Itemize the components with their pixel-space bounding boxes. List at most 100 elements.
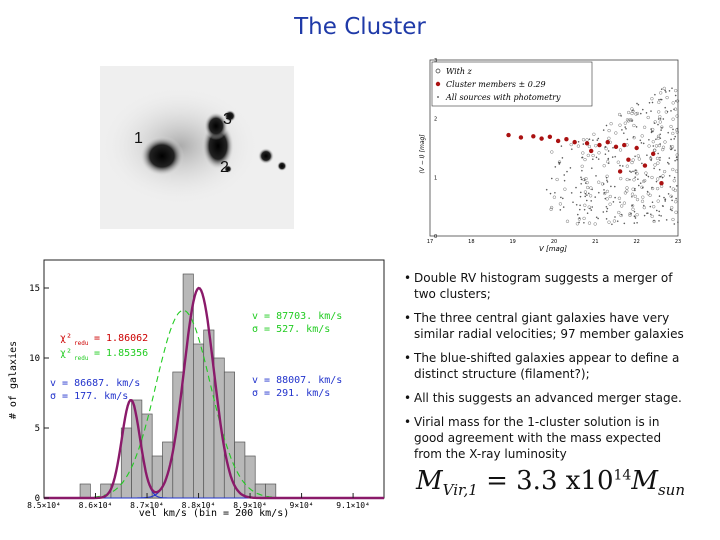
cmd-source-point <box>646 212 648 215</box>
cmd-source-point <box>672 128 674 131</box>
cmd-source-point <box>605 124 608 127</box>
cmd-source-point <box>670 138 672 141</box>
cmd-source-point <box>630 192 635 196</box>
cmd-x-tick-label: 21 <box>592 239 598 245</box>
bullet-line: All this suggests an advanced merger sta… <box>414 391 682 405</box>
cmd-source-point <box>650 97 654 101</box>
hist-y-tick-label: 0 <box>35 494 40 504</box>
bullet-line: good agreement with the mass expected <box>414 431 662 445</box>
cmd-source-point <box>635 172 639 176</box>
cmd-source-point <box>645 174 648 176</box>
cmd-source-point <box>674 200 678 204</box>
cmd-member-point <box>584 141 590 146</box>
cmd-source-point <box>659 159 661 161</box>
cmd-source-point <box>669 186 672 188</box>
cmd-source-point <box>550 205 554 210</box>
cmd-source-point <box>580 176 582 179</box>
cmd-source-point <box>659 118 662 120</box>
cmd-source-point <box>621 129 623 131</box>
legend-members: Cluster members ± 0.29 <box>446 80 546 89</box>
cmd-source-point <box>612 219 616 223</box>
cmd-source-point <box>675 114 679 118</box>
hist-x-tick-label: 9×10⁴ <box>290 501 314 510</box>
cmd-source-point <box>559 209 562 211</box>
cmd-source-point <box>671 187 675 191</box>
cmd-source-point <box>666 161 669 164</box>
cmd-member-point <box>564 137 569 142</box>
hist-y-tick-label: 5 <box>35 424 40 434</box>
cmd-source-point <box>640 199 645 203</box>
cmd-source-point <box>646 190 649 193</box>
hist-bar <box>244 455 256 499</box>
hist-y-ticks: 0 5 10 15 <box>29 284 49 504</box>
cmd-source-point <box>650 110 652 112</box>
cmd-source-point <box>632 170 634 173</box>
cmd-source-point <box>583 203 587 207</box>
cmd-source-point <box>666 110 669 113</box>
cmd-member-points <box>506 132 664 186</box>
cmd-source-point <box>578 221 580 224</box>
cmd-source-point <box>607 128 611 133</box>
cmd-source-point <box>641 186 644 189</box>
cmd-source-point <box>633 210 636 213</box>
cmd-source-point <box>663 196 665 199</box>
cmd-source-point <box>670 145 675 149</box>
cmd-source-point <box>632 123 636 128</box>
cmd-x-tick-label: 18 <box>468 239 474 245</box>
cmd-source-point <box>597 158 600 160</box>
cmd-source-point <box>659 143 661 145</box>
cmd-source-point <box>635 126 638 128</box>
cmd-member-point <box>555 138 561 144</box>
cmd-source-point <box>641 195 645 199</box>
cmd-source-point <box>606 207 609 210</box>
cmd-source-point <box>637 103 640 106</box>
cmd-source-point <box>650 214 654 218</box>
cmd-source-point <box>591 153 595 158</box>
cmd-member-point <box>605 139 610 145</box>
cmd-x-tick-label: 20 <box>551 239 557 245</box>
cmd-member-point <box>589 148 594 154</box>
hist-x-tick-label: 9.1×10⁴ <box>336 501 370 510</box>
cmd-source-point <box>630 171 632 173</box>
cmd-source-point <box>655 209 658 212</box>
cmd-source-point <box>636 102 638 105</box>
cmd-legend: With z Cluster members ± 0.29 All source… <box>431 61 593 107</box>
chi-value-2: = 1.85356 <box>94 348 148 359</box>
cmd-source-point <box>622 132 625 134</box>
cmd-source-point <box>584 176 588 181</box>
cmd-source-point <box>597 217 599 220</box>
cmd-source-point <box>639 182 642 184</box>
cmd-source-point <box>662 86 666 90</box>
cmd-source-point <box>591 188 593 191</box>
cmd-source-point <box>635 213 639 217</box>
cmd-source-point <box>648 193 652 197</box>
legend-marker-members <box>435 81 441 87</box>
cmd-source-point <box>658 210 660 213</box>
cmd-source-point <box>605 205 608 208</box>
cmd-x-tick-label: 22 <box>633 239 639 245</box>
cmd-source-point <box>579 195 582 198</box>
cmd-source-point <box>671 209 673 212</box>
cmd-x-tick-label: 19 <box>509 239 515 245</box>
cmd-source-point <box>621 165 624 167</box>
cmd-source-point <box>609 122 613 126</box>
velocity-histogram: 8.5×10⁴ 8.6×10⁴ 8.7×10⁴ 8.8×10⁴ 8.9×10⁴ 9×10⁴… <box>8 259 385 519</box>
cmd-source-point <box>607 162 610 164</box>
cmd-source-point <box>665 95 669 100</box>
cmd-source-point <box>625 128 627 130</box>
cmd-source-point <box>563 187 567 191</box>
cmd-source-point <box>572 201 574 203</box>
cmd-source-point <box>631 120 633 122</box>
cmd-source-point <box>585 199 588 202</box>
cmd-source-point <box>673 138 676 140</box>
chi-value-1: = 1.86062 <box>94 333 148 344</box>
cmd-source-point <box>611 156 614 158</box>
bullet-line: The three central giant galaxies have ve… <box>414 311 670 325</box>
color-magnitude-plot: With z Cluster members ± 0.29 All source… <box>419 58 681 253</box>
cmd-source-point <box>659 98 662 101</box>
cmd-source-point <box>563 179 566 182</box>
cmd-source-point <box>668 175 671 177</box>
hist-x-tick-label: 8.8×10⁴ <box>182 501 216 510</box>
cmd-source-point <box>670 110 672 112</box>
cmd-source-point <box>674 100 677 102</box>
